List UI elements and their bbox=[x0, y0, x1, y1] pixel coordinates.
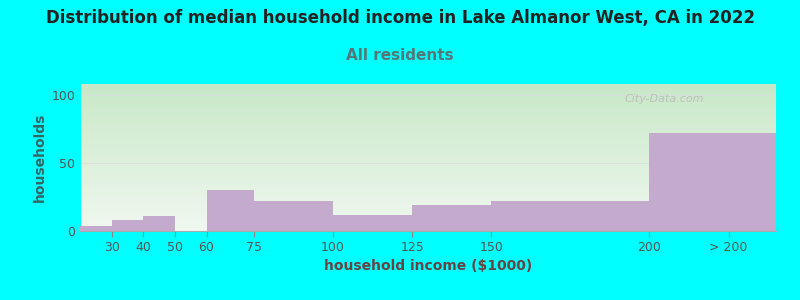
Text: All residents: All residents bbox=[346, 48, 454, 63]
X-axis label: household income ($1000): household income ($1000) bbox=[324, 259, 532, 273]
Bar bbox=[650, 133, 776, 231]
Y-axis label: households: households bbox=[33, 113, 47, 202]
Bar bbox=[80, 226, 112, 231]
Bar bbox=[412, 205, 491, 231]
Bar bbox=[206, 190, 254, 231]
Text: City-Data.com: City-Data.com bbox=[625, 94, 704, 104]
Bar bbox=[143, 216, 175, 231]
Bar bbox=[491, 201, 650, 231]
Bar bbox=[333, 215, 412, 231]
Bar bbox=[254, 201, 333, 231]
Text: Distribution of median household income in Lake Almanor West, CA in 2022: Distribution of median household income … bbox=[46, 9, 754, 27]
Bar bbox=[112, 220, 143, 231]
